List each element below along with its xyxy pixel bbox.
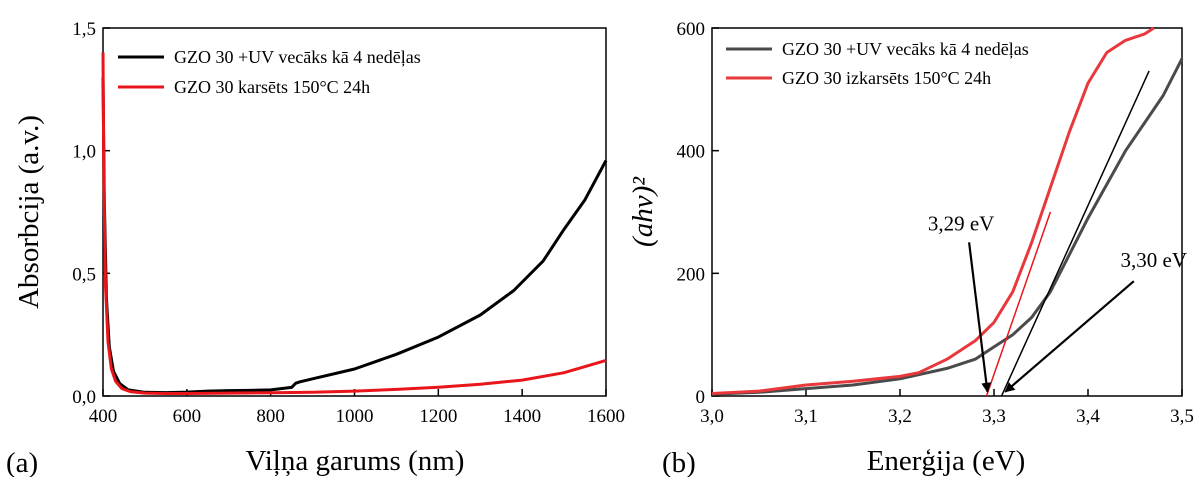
chart-panel-b: 3,0 3,1 3,2 3,3 3,4 3,5 0 200 400 600 3,29 eV 3,30… xyxy=(627,19,1194,477)
tick-group-b: 3,0 3,1 3,2 3,3 3,4 3,5 0 200 400 600 xyxy=(677,19,1194,427)
series-group-a xyxy=(101,52,608,395)
band-gap-annotation: 3,30 eV xyxy=(1121,248,1188,272)
y-tick-label: 400 xyxy=(677,142,706,163)
x-tick-label: 1400 xyxy=(503,406,541,427)
series-line xyxy=(711,26,1155,395)
y-tick-label: 0,5 xyxy=(72,264,96,285)
x-tick-label: 3,3 xyxy=(982,406,1006,427)
x-tick-label: 1200 xyxy=(419,406,457,427)
series-line xyxy=(101,52,607,395)
plot-frame-b xyxy=(711,27,1183,397)
y-tick-label: 0 xyxy=(696,387,706,408)
annotation-arrow xyxy=(1004,280,1135,393)
annotation-arrow xyxy=(968,242,992,393)
tangent-fit-line xyxy=(1000,70,1150,397)
legend-entry: GZO 30 +UV vecāks kā 4 nedēļas xyxy=(782,39,1029,59)
x-tick-label: 1600 xyxy=(587,406,625,427)
y-axis-label-a: Absorbcija (a.v.) xyxy=(13,115,45,309)
series-line xyxy=(711,58,1184,396)
x-tick-label: 3,2 xyxy=(888,406,912,427)
tangent-fit-line xyxy=(985,211,1052,397)
series-line xyxy=(101,77,608,395)
panel-label-b: (b) xyxy=(662,447,696,477)
legend-entry: GZO 30 izkarsēts 150°C 24h xyxy=(782,68,991,88)
x-tick-label: 3,0 xyxy=(700,406,724,427)
annotations-b: 3,29 eV 3,30 eV xyxy=(928,211,1188,393)
y-tick-label: 1,5 xyxy=(72,19,96,40)
x-axis-label-b: Enerģija (eV) xyxy=(867,445,1026,477)
x-tick-label: 3,5 xyxy=(1170,406,1194,427)
legend-b: GZO 30 +UV vecāks kā 4 nedēļas GZO 30 izk… xyxy=(726,39,1029,88)
legend-a: GZO 30 +UV vecāks kā 4 nedēļas GZO 30 kar… xyxy=(118,47,421,97)
x-axis-label-a: Viļņa garums (nm) xyxy=(246,445,465,477)
band-gap-annotation: 3,29 eV xyxy=(928,211,995,235)
y-axis-label-b: (ahv)² xyxy=(627,176,659,247)
legend-entry: GZO 30 karsēts 150°C 24h xyxy=(174,77,370,97)
x-tick-label: 3,1 xyxy=(794,406,818,427)
y-tick-label: 600 xyxy=(677,19,706,40)
series-group-b xyxy=(711,26,1184,396)
x-tick-label: 400 xyxy=(89,406,118,427)
fit-lines-b xyxy=(985,70,1150,397)
legend-entry: GZO 30 +UV vecāks kā 4 nedēļas xyxy=(174,47,421,67)
panel-label-a: (a) xyxy=(6,447,38,477)
chart-panel-a: 400 600 800 1000 1200 1400 1600 0,0 0,5 1,0 1,5 GZ… xyxy=(6,19,625,477)
x-tick-label: 800 xyxy=(256,406,285,427)
x-tick-label: 600 xyxy=(173,406,202,427)
x-tick-label: 1000 xyxy=(336,406,374,427)
y-tick-label: 0,0 xyxy=(72,387,96,408)
y-tick-label: 1,0 xyxy=(72,142,96,163)
x-tick-label: 3,4 xyxy=(1076,406,1100,427)
y-tick-label: 200 xyxy=(677,264,706,285)
